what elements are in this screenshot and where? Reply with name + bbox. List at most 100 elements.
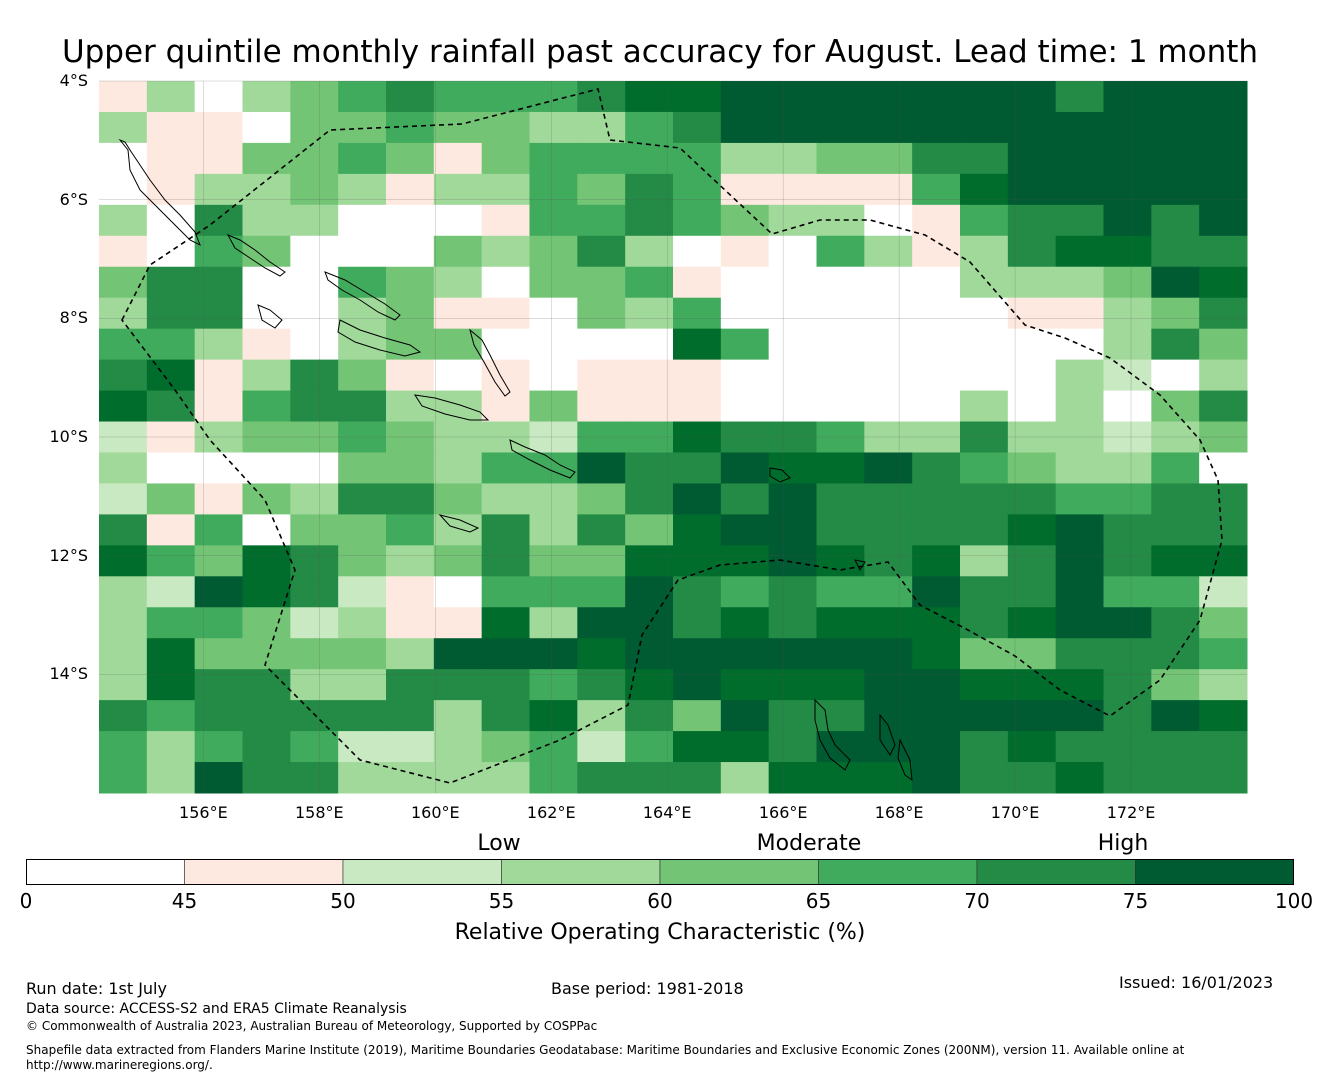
grid-cell bbox=[1103, 266, 1152, 299]
grid-cell bbox=[194, 297, 243, 330]
grid-cell bbox=[433, 731, 483, 763]
grid-cell bbox=[1199, 731, 1248, 763]
grid-cell bbox=[99, 235, 148, 268]
copyright: © Commonwealth of Australia 2023, Austra… bbox=[26, 1019, 598, 1033]
grid-cell bbox=[1055, 483, 1104, 515]
grid-cell bbox=[1055, 204, 1104, 237]
grid-cell bbox=[1103, 421, 1152, 453]
grid-cell bbox=[912, 359, 961, 392]
grid-cell bbox=[146, 545, 196, 577]
grid-cell bbox=[290, 390, 339, 423]
grid-cell bbox=[1007, 514, 1057, 546]
grid-cell bbox=[1103, 669, 1152, 701]
grid-cell bbox=[625, 514, 674, 546]
grid-cell bbox=[1007, 111, 1057, 144]
grid-cell bbox=[625, 81, 674, 113]
grid-cell bbox=[146, 111, 196, 144]
efate-coast bbox=[897, 738, 913, 782]
grid-cell bbox=[290, 669, 339, 701]
grid-cell bbox=[912, 297, 961, 330]
grid-cell bbox=[960, 607, 1009, 639]
grid-cell bbox=[864, 359, 913, 392]
grid-cell bbox=[768, 514, 817, 546]
grid-cell bbox=[481, 81, 530, 113]
grid-cell bbox=[146, 359, 196, 392]
grid-cell bbox=[529, 545, 578, 577]
grid-cell bbox=[242, 483, 291, 515]
grid-cell bbox=[912, 545, 961, 577]
grid-cell bbox=[577, 452, 626, 484]
grid-cell bbox=[386, 111, 435, 144]
grid-cell bbox=[194, 235, 243, 268]
grid-cell bbox=[99, 607, 148, 639]
grid-cell bbox=[768, 173, 817, 206]
grid-cell bbox=[481, 173, 530, 206]
grid-cell bbox=[242, 173, 291, 206]
base-period: Base period: 1981-2018 bbox=[551, 979, 744, 998]
grid-cell bbox=[577, 638, 626, 670]
grid-cell bbox=[433, 607, 483, 639]
grid-cell bbox=[146, 173, 196, 206]
grid-cell bbox=[1151, 421, 1200, 453]
grid-cell bbox=[386, 514, 435, 546]
lat-tick-label: 8°S bbox=[59, 308, 88, 328]
grid-cell bbox=[290, 328, 339, 361]
grid-cell bbox=[242, 669, 291, 701]
grid-cell bbox=[768, 452, 817, 484]
grid-cell bbox=[242, 81, 291, 113]
grid-cell bbox=[290, 514, 339, 546]
grid-cell bbox=[720, 266, 770, 299]
grid-cell bbox=[386, 669, 435, 701]
grid-cell bbox=[1103, 81, 1152, 113]
grid-cell bbox=[386, 762, 435, 794]
grid-cell bbox=[99, 669, 148, 701]
grid-cell bbox=[673, 731, 722, 763]
grid-cell bbox=[99, 700, 148, 732]
grid-cell bbox=[1055, 173, 1104, 206]
grid-cell bbox=[1151, 700, 1200, 732]
grid-cell bbox=[673, 452, 722, 484]
grid-cell bbox=[1007, 700, 1057, 732]
grid-cell bbox=[912, 266, 961, 299]
grid-cell bbox=[768, 142, 817, 175]
grid-cell bbox=[1199, 421, 1248, 453]
grid-cell bbox=[1199, 328, 1248, 361]
grid-cell bbox=[529, 359, 578, 392]
grid-cell bbox=[960, 390, 1009, 423]
grid-cell bbox=[1055, 607, 1104, 639]
grid-cell bbox=[577, 297, 626, 330]
grid-cell bbox=[242, 297, 291, 330]
grid-cell bbox=[529, 328, 578, 361]
grid-cell bbox=[577, 328, 626, 361]
grid-cell bbox=[816, 638, 865, 670]
grid-cell bbox=[912, 638, 961, 670]
grid-cell bbox=[720, 762, 770, 794]
grid-cell bbox=[1103, 111, 1152, 144]
grid-cell bbox=[99, 81, 148, 113]
grid-cell bbox=[146, 328, 196, 361]
grid-cell bbox=[1055, 235, 1104, 268]
grid-cell bbox=[960, 359, 1009, 392]
grid-cell bbox=[960, 452, 1009, 484]
grid-cell bbox=[1103, 762, 1152, 794]
grid-cell bbox=[816, 514, 865, 546]
grid-cell bbox=[768, 204, 817, 237]
grid-cell bbox=[386, 483, 435, 515]
grid-cell bbox=[1007, 328, 1057, 361]
grid-cell bbox=[1007, 483, 1057, 515]
grid-cell bbox=[960, 576, 1009, 608]
grid-cell bbox=[386, 81, 435, 113]
grid-cell bbox=[625, 266, 674, 299]
grid-cell bbox=[577, 669, 626, 701]
small-island-1 bbox=[438, 514, 480, 533]
grid-cell bbox=[960, 173, 1009, 206]
colorbar-segment bbox=[818, 859, 978, 885]
grid-cell bbox=[386, 204, 435, 237]
grid-cell bbox=[912, 731, 961, 763]
grid-cell bbox=[720, 669, 770, 701]
grid-cell bbox=[673, 483, 722, 515]
lon-tick-label: 172°E bbox=[1106, 803, 1156, 822]
grid-cell bbox=[529, 452, 578, 484]
grid-cell bbox=[433, 297, 483, 330]
